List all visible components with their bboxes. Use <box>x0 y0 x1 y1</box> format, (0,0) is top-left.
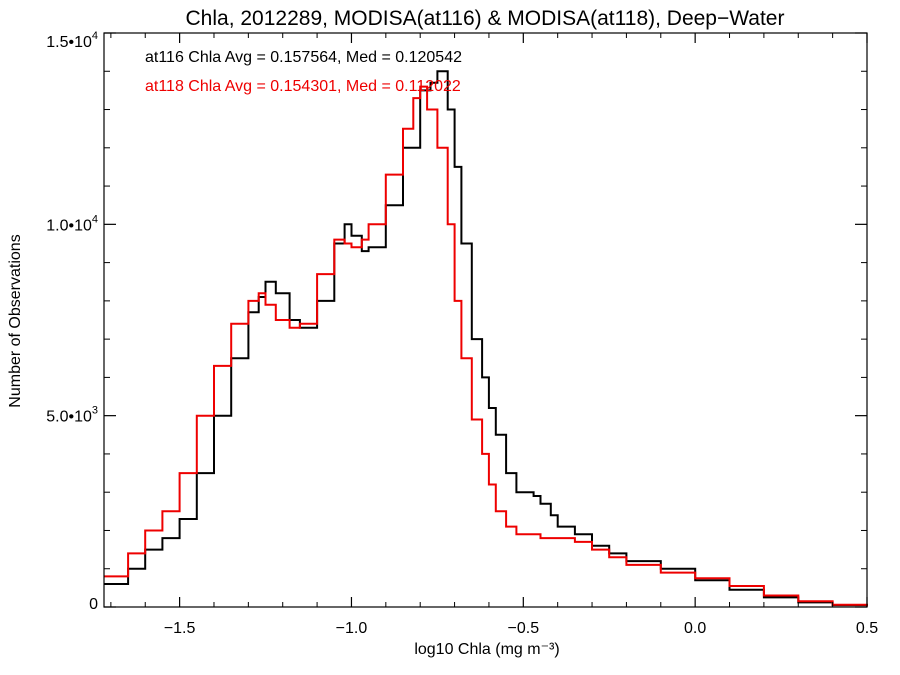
x-tick-label: 0.5 <box>856 620 878 637</box>
x-tick-label: −1.5 <box>164 620 196 637</box>
series-line-0 <box>104 70 868 607</box>
annotation-at116: at116 Chla Avg = 0.157564, Med = 0.12054… <box>145 49 462 66</box>
y-axis-label: Number of Observations <box>7 234 24 407</box>
x-tick-label: −0.5 <box>508 620 540 637</box>
y-tick-label: 5.0•103 <box>46 405 98 426</box>
y-tick-label: 1.0•104 <box>46 213 98 234</box>
series-line-1 <box>104 85 868 607</box>
y-tick-label: 0 <box>89 596 98 613</box>
chart-title: Chla, 2012289, MODISA(at116) & MODISA(at… <box>186 7 785 30</box>
x-tick-label: −1.0 <box>336 620 368 637</box>
y-tick-label: 1.5•104 <box>46 30 98 51</box>
plot-area: −1.5 −1.0 −0.5 0.0 0.5 0 5.0•103 1.0•104 1.5•104 <box>46 30 878 637</box>
annotation-at118: at118 Chla Avg = 0.154301, Med = 0.11202… <box>145 78 461 95</box>
x-axis-label: log10 Chla (mg m⁻³) <box>414 641 559 658</box>
x-tick-label: 0.0 <box>684 620 706 637</box>
plot-frame <box>103 32 868 608</box>
